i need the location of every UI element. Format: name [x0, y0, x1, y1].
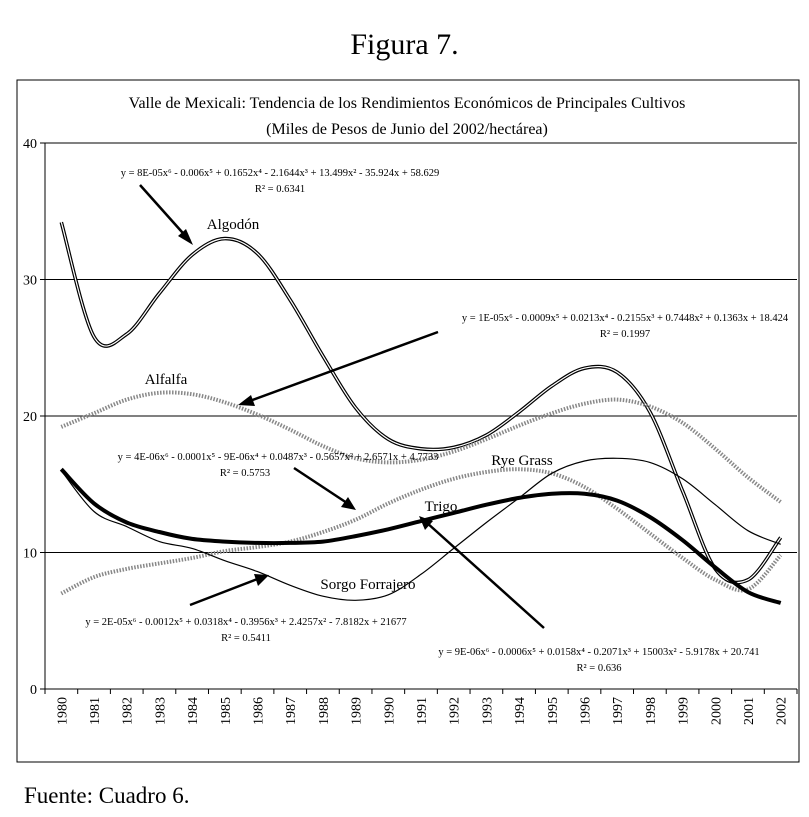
x-tick-label: 1984: [186, 697, 201, 725]
series-line-algodon-core: [60, 222, 782, 584]
y-tick-label: 0: [30, 683, 37, 698]
x-tick-label: 2001: [742, 697, 757, 725]
r2-algodon: R² = 0.6341: [255, 184, 305, 195]
arrow-sorgo: [189, 576, 261, 607]
series-line-rye-grass: [60, 467, 783, 596]
source-note: Fuente: Cuadro 6.: [24, 783, 190, 808]
arrowhead-alfalfa: [238, 395, 255, 406]
series-line-sorgo-forrajero: [60, 457, 781, 601]
y-tick-label: 20: [23, 410, 37, 425]
y-tick-label: 40: [23, 137, 37, 152]
arrow-trigo: [425, 521, 545, 629]
chart-frame: [16, 79, 800, 763]
x-tick-label: 2002: [775, 697, 790, 725]
equation-sorgo: y = 2E-05x⁶ - 0.0012x⁵ + 0.0318x⁴ - 0.39…: [85, 617, 406, 628]
x-tick-label: 1985: [219, 697, 234, 725]
label-alfalfa: Alfalfa: [145, 372, 188, 388]
chart-subtitle: (Miles de Pesos de Junio del 2002/hectár…: [266, 121, 548, 138]
x-tick-label: 1989: [350, 697, 365, 725]
x-tick-label: 1996: [578, 697, 593, 725]
figure-caption: Figura 7.: [350, 28, 459, 61]
x-tick-label: 1988: [317, 697, 332, 725]
x-tick-label: 1991: [415, 697, 430, 725]
y-tick-label: 30: [23, 274, 37, 289]
x-tick-label: 1998: [644, 697, 659, 725]
series-line-trigo: [59, 467, 782, 605]
r2-ryegrass: R² = 0.5753: [220, 468, 270, 479]
axes: 0 10 20 30 40 1980 1981 1982 1983 1984 1985 1986 198…: [23, 137, 798, 725]
x-tick-label: 1993: [480, 697, 495, 725]
x-tick-label: 1987: [284, 697, 299, 725]
equation-ryegrass: y = 4E-06x⁶ - 0.0001x⁵ - 9E-06x⁴ + 0.048…: [118, 452, 439, 463]
r2-trigo: R² = 0.636: [577, 663, 622, 674]
x-tick-label: 1980: [55, 697, 70, 725]
arrowhead-sorgo: [254, 574, 269, 586]
equation-algodon: y = 8E-05x⁶ - 0.006x⁵ + 0.1652x⁴ - 2.164…: [121, 168, 440, 179]
annotations: y = 8E-05x⁶ - 0.006x⁵ + 0.1652x⁴ - 2.164…: [85, 168, 789, 674]
chart-title: Valle de Mexicali: Tendencia de los Rend…: [129, 95, 686, 112]
x-tick-label: 1992: [448, 697, 463, 725]
x-tick-label: 1997: [611, 697, 626, 725]
x-tick-label: 1982: [121, 697, 136, 725]
x-tick-label: 1981: [88, 697, 103, 725]
arrow-algodon: [139, 184, 191, 242]
r2-sorgo: R² = 0.5411: [221, 633, 271, 644]
series-line-algodon: [59, 221, 783, 585]
arrowhead-algodon: [178, 229, 193, 245]
series-lines: [59, 221, 783, 605]
arrow-ryegrass: [293, 466, 351, 507]
arrowhead-ryegrass: [341, 497, 356, 510]
equation-alfalfa: y = 1E-05x⁶ - 0.0009x⁵ + 0.0213x⁴ - 0.21…: [462, 313, 789, 324]
x-tick-label: 1983: [153, 697, 168, 725]
label-algodon: Algodón: [207, 217, 260, 233]
x-tick-label: 2000: [709, 697, 724, 725]
arrowhead-trigo: [419, 516, 433, 530]
label-sorgo: Sorgo Forrajero: [320, 577, 415, 593]
label-ryegrass: Rye Grass: [491, 453, 553, 469]
series-line-alfalfa: [60, 390, 782, 504]
label-trigo: Trigo: [425, 499, 458, 515]
x-tick-label: 1986: [252, 697, 267, 725]
x-tick-label: 1999: [677, 697, 692, 725]
x-tick-label: 1994: [513, 697, 528, 725]
y-tick-label: 10: [23, 547, 37, 562]
x-tick-label: 1990: [382, 697, 397, 725]
r2-alfalfa: R² = 0.1997: [600, 329, 650, 340]
arrow-alfalfa: [246, 330, 439, 404]
x-tick-label: 1995: [546, 697, 561, 725]
equation-trigo: y = 9E-06x⁶ - 0.0006x⁵ + 0.0158x⁴ - 0.20…: [438, 647, 759, 658]
